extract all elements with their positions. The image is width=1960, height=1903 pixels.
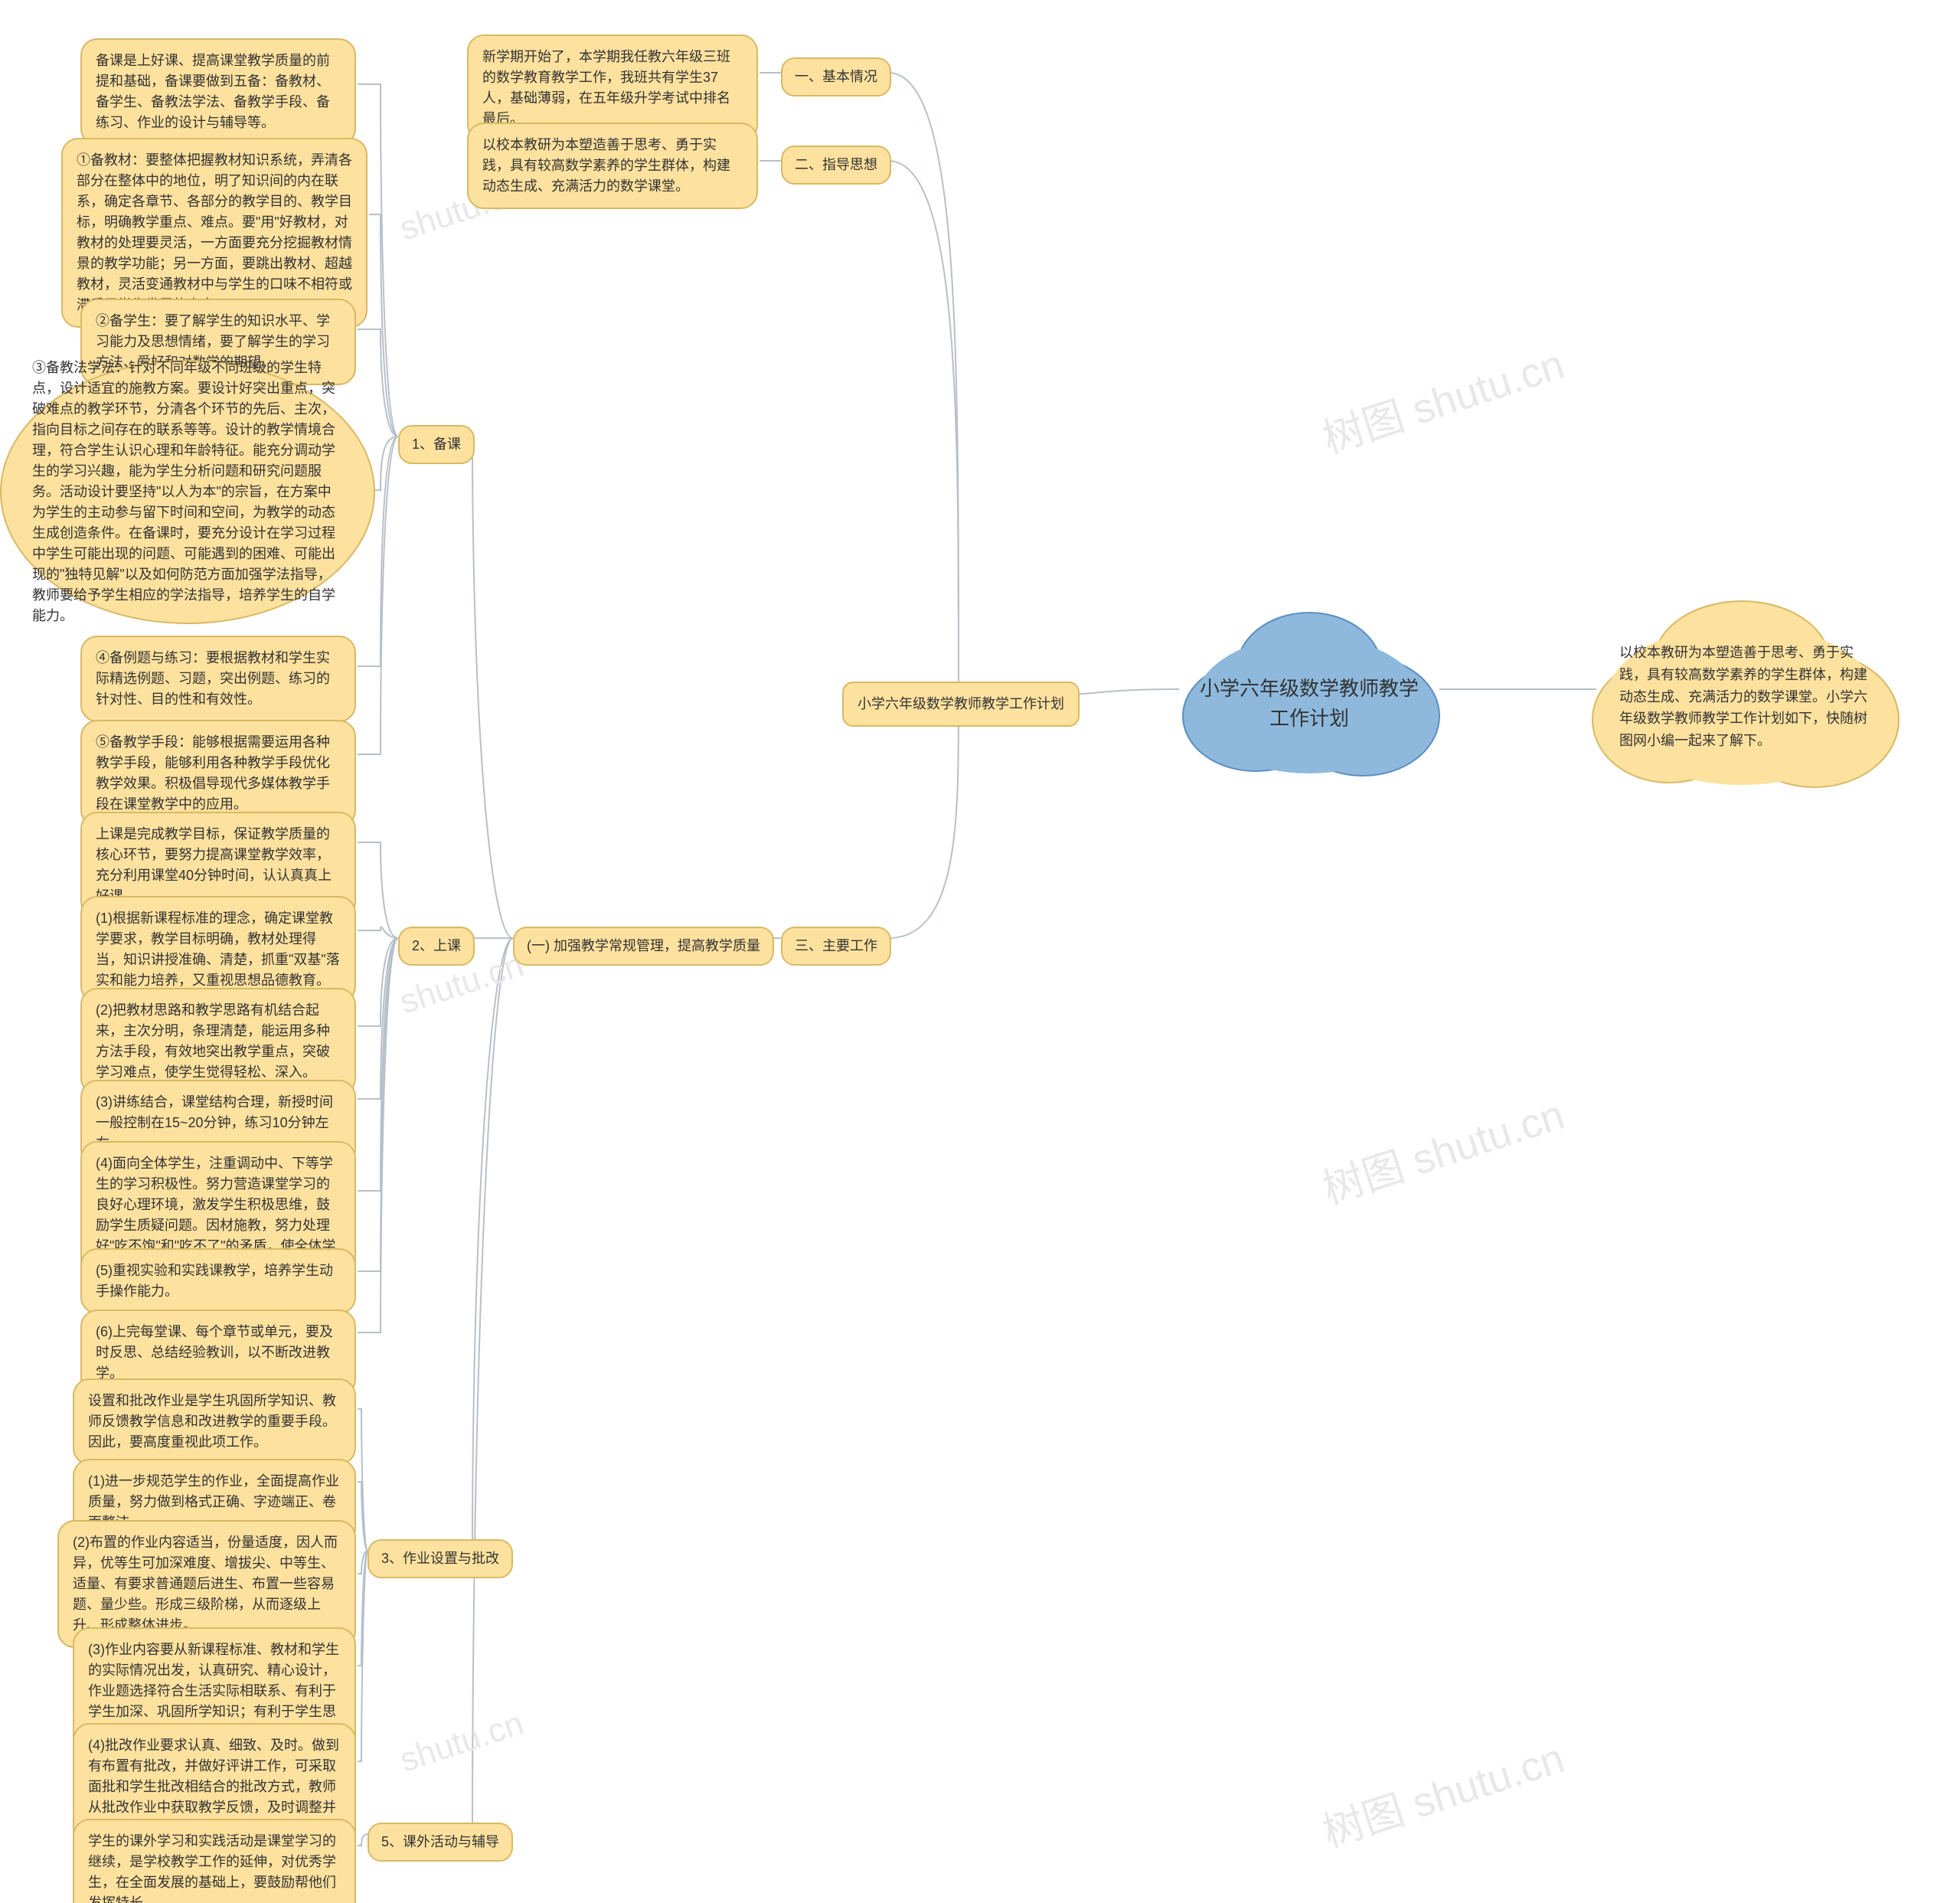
stage: shutu.cnshutu.cn树图 shutu.cn树图 shutu.cnsh… <box>0 0 1960 1903</box>
level3-shangke: 2、上课 <box>398 927 475 966</box>
level1-guide: 二、指导思想 <box>781 146 891 185</box>
hub-node: 小学六年级数学教师教学工作计划 <box>842 682 1080 727</box>
level3-kewai: 5、课外活动与辅导 <box>368 1823 513 1862</box>
yellow-summary-text: 以校本教研为本塑造善于思考、勇于实践，具有较高数学素养的学生群体，构建动态生成、… <box>1619 642 1872 752</box>
root-title: 小学六年级数学教师教学 工作计划 <box>1194 674 1424 734</box>
watermark-text: 树图 shutu.cn <box>1314 1724 1571 1859</box>
shangke-leaf-5: (5)重视实验和实践课教学，培养学生动手操作能力。 <box>80 1248 356 1314</box>
main-sub: (一) 加强教学常规管理，提高教学质量 <box>513 927 774 966</box>
watermark-text: 树图 shutu.cn <box>1314 330 1571 465</box>
beike-leaf2-1: ⑤备教学手段：能够根据需要运用各种教学手段，能够利用各种教学手段优化教学效果。积… <box>80 720 356 827</box>
beike-leaf2-0: ④备例题与练习：要根据教材和学生实际精选例题、习题，突出例题、练习的针对性、目的… <box>80 636 356 722</box>
beike-ellipse-text: ③备教法学法：针对不同年级不同班级的学生特点，设计适宜的施教方案。要设计好突出重… <box>32 358 343 626</box>
level3-zuoye: 3、作业设置与批改 <box>368 1539 513 1578</box>
shangke-leaf-1: (1)根据新课程标准的理念，确定课堂教学要求，教学目标明确，教材处理得当，知识讲… <box>80 896 356 1003</box>
root-title-line1: 小学六年级数学教师教学 <box>1194 674 1424 704</box>
watermark-text: shutu.cn <box>395 1705 528 1780</box>
root-title-line2: 工作计划 <box>1194 704 1424 734</box>
level1-basic: 一、基本情况 <box>781 57 891 96</box>
shangke-leaf-2: (2)把教材思路和教学思路有机结合起来，主次分明，条理清楚，能运用多种方法手段，… <box>80 988 356 1095</box>
beike-leaf-0: 备课是上好课、提高课堂教学质量的前提和基础，备课要做到五备：备教材、备学生、备教… <box>80 38 356 146</box>
beike-ellipse: ③备教法学法：针对不同年级不同班级的学生特点，设计适宜的施教方案。要设计好突出重… <box>0 360 375 624</box>
yellow-summary-cloud: 以校本教研为本塑造善于思考、勇于实践，具有较高数学素养的学生群体，构建动态生成、… <box>1577 590 1906 804</box>
level1-main: 三、主要工作 <box>781 927 891 966</box>
watermark-text: 树图 shutu.cn <box>1314 1081 1571 1215</box>
guide-leaf: 以校本教研为本塑造善于思考、勇于实践，具有较高数学素养的学生群体，构建动态生成、… <box>467 123 758 209</box>
zuoye-leaf-0: 设置和批改作业是学生巩固所学知识、教师反馈教学信息和改进教学的重要手段。因此，要… <box>73 1378 356 1465</box>
kewai-leaf: 学生的课外学习和实践活动是课堂学习的继续，是学校教学工作的延伸，对优秀学生，在全… <box>73 1819 356 1903</box>
level3-beike: 1、备课 <box>398 425 475 464</box>
